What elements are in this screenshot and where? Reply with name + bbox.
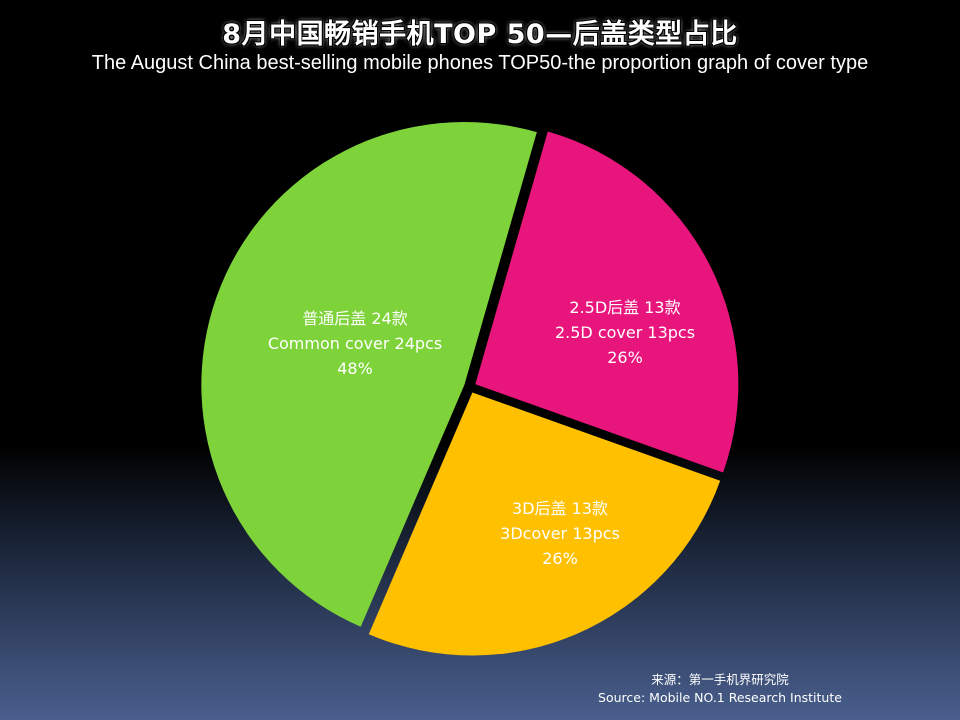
slice-label-0: 2.5D后盖 13款 2.5D cover 13pcs 26%	[555, 298, 695, 367]
slice-label-1: 3D后盖 13款 3Dcover 13pcs 26%	[500, 499, 620, 568]
chart-subtitle: The August China best-selling mobile pho…	[91, 52, 869, 74]
pie-slice-1	[368, 392, 721, 656]
slice-label-2: 普通后盖 24款 Common cover 24pcs 48%	[268, 309, 442, 378]
source-note: 来源：第一手机界研究院 Source: Mobile NO.1 Research…	[560, 671, 880, 707]
chart-title: 8月中国畅销手机TOP 50—后盖类型占比	[222, 19, 738, 50]
source-line-cn: 来源：第一手机界研究院	[651, 672, 789, 687]
source-line-en: Source: Mobile NO.1 Research Institute	[598, 690, 842, 705]
pie-slice-2	[201, 121, 537, 627]
pie-slice-0	[475, 131, 739, 473]
